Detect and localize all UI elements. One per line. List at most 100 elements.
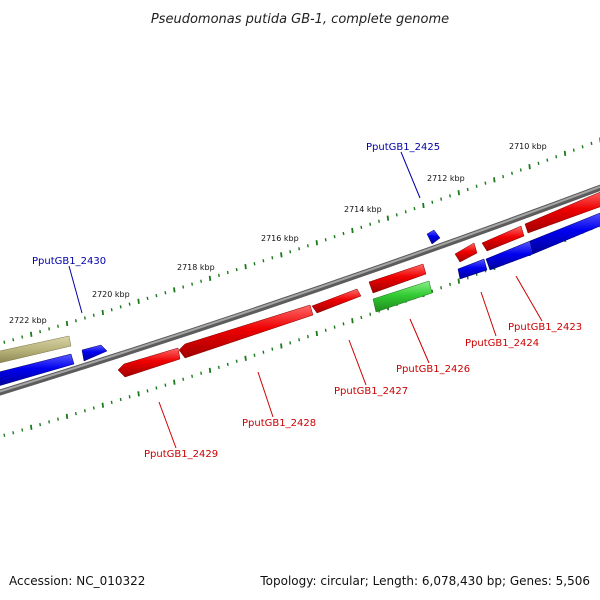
inner-scale-tick [3,433,6,437]
outer-scale-tick [110,308,113,312]
outer-scale-tick [528,164,531,170]
outer-scale-tick [21,335,24,339]
outer-scale-tick [351,227,354,234]
inner-scale-tick [351,318,354,324]
outer-scale-tick [217,273,220,278]
outer-scale-tick [378,219,380,223]
inner-scale-tick [74,411,77,416]
leader-2423 [515,275,543,322]
label-2425: PputGB1_2425 [366,142,440,153]
inner-scale-tick [173,379,176,385]
outer-scale-tick [226,270,229,275]
inner-scale-tick [457,278,460,284]
gene-blue-2425 [426,229,441,245]
inner-scale-tick [182,377,185,381]
inner-scale-tick [146,389,149,393]
forward-strand-genes [0,191,600,364]
label-2423: PputGB1_2423 [508,322,582,333]
gene-blue-2422 [529,212,600,255]
scale-label-2718: 2718 kbp [177,263,215,272]
outer-scale-tick [57,324,59,328]
outer-scale-tick [119,305,122,309]
outer-scale-tick [546,158,549,162]
label-2429: PputGB1_2429 [144,449,218,460]
inner-scale-tick [155,386,158,390]
outer-scale-tick [555,155,558,159]
inner-scale-tick [262,350,265,354]
outer-scale-tick [519,168,522,172]
outer-scale-tick [590,141,593,146]
gene-blue-2429-lower [0,353,75,386]
outer-scale-tick [253,262,256,266]
outer-scale-tick [395,213,398,217]
outer-scale-tick [146,296,149,301]
label-2428: PputGB1_2428 [242,418,316,429]
inner-scale-tick [226,362,229,367]
outer-scale-tick [101,309,104,316]
gene-red-2428 [178,304,314,359]
inner-scale-tick [164,383,167,387]
leader-2424 [480,291,497,337]
inner-scale-tick [128,395,131,399]
leader-2430 [68,265,83,314]
outer-scale-tick [537,161,540,166]
label-leader-lines [68,151,543,449]
outer-scale-tick [12,338,15,342]
map-title: Pseudomonas putida GB-1, complete genome [151,12,449,27]
outer-scale-tick [386,215,390,221]
outer-scale-tick [280,252,283,258]
outer-scale-tick [342,231,345,236]
outer-scale-tick [128,302,131,306]
inner-scale-tick [110,400,113,405]
outer-scale-tick [271,256,274,260]
outer-scale-tick [511,171,513,175]
inner-scale-tick [342,322,345,326]
inner-scale-tick [253,353,256,357]
inner-scale-tick [244,355,247,361]
outer-scale-tick [440,197,443,201]
outer-scale-tick [484,181,487,185]
reverse-strand-genes [0,212,600,386]
outer-scale-tick [164,291,167,295]
outer-scale-tick [404,210,407,214]
outer-scale-tick [306,244,309,248]
gene-olive-2431 [0,335,72,364]
scale-label-2714: 2714 kbp [344,205,382,214]
gene-green-2426 [372,280,433,313]
outer-scale-tick [74,319,77,323]
inner-scale-tick [369,312,372,316]
outer-scale-tick [502,174,505,179]
gene-red-2423a [481,225,525,252]
outer-scale-tick [262,259,265,263]
outer-scale-tick [333,234,336,239]
inner-scale-tick [333,325,336,329]
label-2427: PputGB1_2427 [334,386,408,397]
outer-scale-tick [475,184,478,188]
gene-red-2427 [311,288,362,314]
gene-red-2429 [117,347,181,378]
gene-red-2424 [454,242,478,263]
label-2424: PputGB1_2424 [465,338,539,349]
outer-scale-tick [431,200,434,204]
outer-scale-tick [572,148,575,152]
outer-scale-tick [449,194,451,198]
leader-2428 [257,371,274,418]
inner-scale-tick [217,365,220,370]
inner-scale-tick [119,397,122,402]
inner-scale-tick [101,402,104,408]
outer-scale-tick [200,279,203,283]
inner-scale-tick [280,343,283,349]
accession-text: Accession: NC_010322 [9,574,145,588]
gene-red-2423b [524,191,600,234]
inner-scale-tick [235,359,238,363]
outer-scale-tick [581,145,584,149]
inner-scale-tick [360,315,363,320]
inner-scale-tick [324,328,327,332]
inner-scale-tick [83,409,86,413]
outer-scale-tick [182,285,185,289]
outer-scale-tick [315,240,318,246]
outer-scale-tick [83,316,86,320]
outer-scale-tick [244,263,247,270]
scale-label-2720: 2720 kbp [92,290,130,299]
genome-backbone-highlight [0,185,600,393]
